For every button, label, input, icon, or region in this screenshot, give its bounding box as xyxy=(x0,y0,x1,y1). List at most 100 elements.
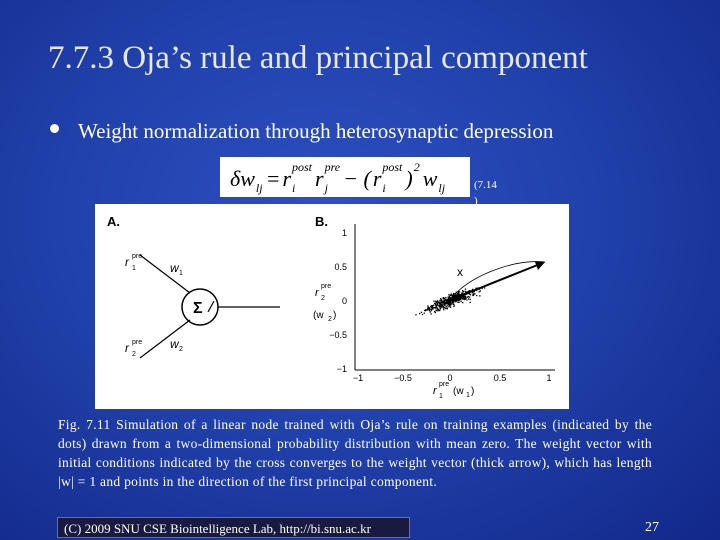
sample-dot xyxy=(457,291,460,294)
slide-title: 7.7.3 Oja’s rule and principal component xyxy=(48,40,588,76)
sample-dot xyxy=(434,311,436,314)
sample-dot xyxy=(437,301,439,304)
sample-dot xyxy=(445,302,447,304)
sample-dot xyxy=(443,301,445,303)
sample-dot xyxy=(466,296,469,298)
sample-dot xyxy=(434,311,436,313)
arrow-head xyxy=(535,262,545,270)
sample-dot xyxy=(450,303,452,305)
sample-dot xyxy=(462,302,464,304)
sample-dot xyxy=(430,306,432,308)
sample-dot xyxy=(459,297,461,300)
sample-dot xyxy=(434,307,436,309)
sample-dot xyxy=(465,297,467,299)
sample-dot xyxy=(461,292,463,295)
sample-dot xyxy=(481,287,483,290)
sample-dot xyxy=(451,294,454,296)
sample-dot xyxy=(430,305,432,307)
sample-dot xyxy=(435,306,437,308)
weight-label: w xyxy=(170,337,180,351)
subscript: 2 xyxy=(328,316,332,323)
sample-cloud xyxy=(415,287,486,316)
sample-dot xyxy=(439,305,441,307)
sample-dot xyxy=(436,310,438,312)
sample-dot xyxy=(432,304,435,306)
weight-label: w xyxy=(170,261,180,275)
sample-dot xyxy=(473,294,475,296)
axis-label: ) xyxy=(471,386,474,397)
sample-dot xyxy=(444,301,446,304)
sample-dot xyxy=(472,294,474,297)
cross-marker: x xyxy=(457,265,463,279)
sample-dot xyxy=(467,298,470,300)
sample-dot xyxy=(454,296,456,298)
sample-dot xyxy=(456,295,458,297)
sample-dot xyxy=(448,300,450,302)
sample-dot xyxy=(420,311,423,313)
sample-dot xyxy=(448,297,450,300)
sample-dot xyxy=(443,309,445,311)
sample-dot xyxy=(457,301,459,303)
sample-dot xyxy=(446,301,448,303)
sample-dot xyxy=(458,290,460,292)
sample-dot xyxy=(427,306,430,308)
superscript: pre xyxy=(439,381,449,388)
sample-dot xyxy=(425,309,427,311)
sample-dot xyxy=(464,288,467,290)
sample-dot xyxy=(442,302,444,304)
equation-term: − ( xyxy=(343,166,372,191)
sample-dot xyxy=(443,303,445,306)
sample-dot xyxy=(479,295,481,297)
sample-dot xyxy=(443,298,445,300)
sample-dot xyxy=(421,313,424,316)
sample-dot xyxy=(453,299,455,301)
subscript: lj xyxy=(438,181,445,195)
sample-dot xyxy=(462,291,464,293)
sample-dot xyxy=(442,305,444,308)
sample-dot xyxy=(446,305,448,307)
sample-dot xyxy=(426,309,428,311)
sample-dot xyxy=(439,306,441,308)
sample-dot xyxy=(435,302,437,304)
sample-dot xyxy=(459,297,461,299)
sample-dot xyxy=(458,298,460,300)
sample-dot xyxy=(443,306,445,308)
sample-dot xyxy=(452,301,454,303)
sample-dot xyxy=(440,304,442,306)
superscript: pre xyxy=(132,253,142,260)
equation-term: δw xyxy=(230,166,255,191)
sample-dot xyxy=(458,291,461,293)
axis-label: r xyxy=(433,385,438,397)
sample-dot xyxy=(484,287,486,289)
y-tick-label: −0.5 xyxy=(329,330,347,340)
page-number: 27 xyxy=(645,520,659,535)
x-tick-label: 1 xyxy=(546,373,551,383)
subscript: 1 xyxy=(466,392,470,399)
sample-dot xyxy=(463,296,466,298)
sample-dot xyxy=(462,298,464,300)
sample-dot xyxy=(447,299,449,301)
sample-dot xyxy=(431,305,433,308)
sample-dot xyxy=(447,296,449,298)
sample-dot xyxy=(462,295,464,298)
sample-dot xyxy=(450,293,452,295)
sample-dot xyxy=(436,301,438,303)
sample-dot xyxy=(455,299,457,302)
sample-dot xyxy=(423,312,425,314)
x-tick-label: −1 xyxy=(353,373,363,383)
superscript: 2 xyxy=(414,160,420,174)
sample-dot xyxy=(436,300,439,302)
sample-dot xyxy=(462,290,464,292)
equation-term: r xyxy=(373,166,382,191)
sample-dot xyxy=(453,299,455,302)
sample-dot xyxy=(432,307,434,309)
sample-dot xyxy=(449,306,452,308)
sample-dot xyxy=(460,299,462,301)
sample-dot xyxy=(469,298,471,301)
sample-dot xyxy=(440,298,442,300)
sample-dot xyxy=(459,294,462,296)
activation xyxy=(207,300,215,313)
sample-dot xyxy=(472,293,475,295)
sample-dot xyxy=(441,305,443,308)
